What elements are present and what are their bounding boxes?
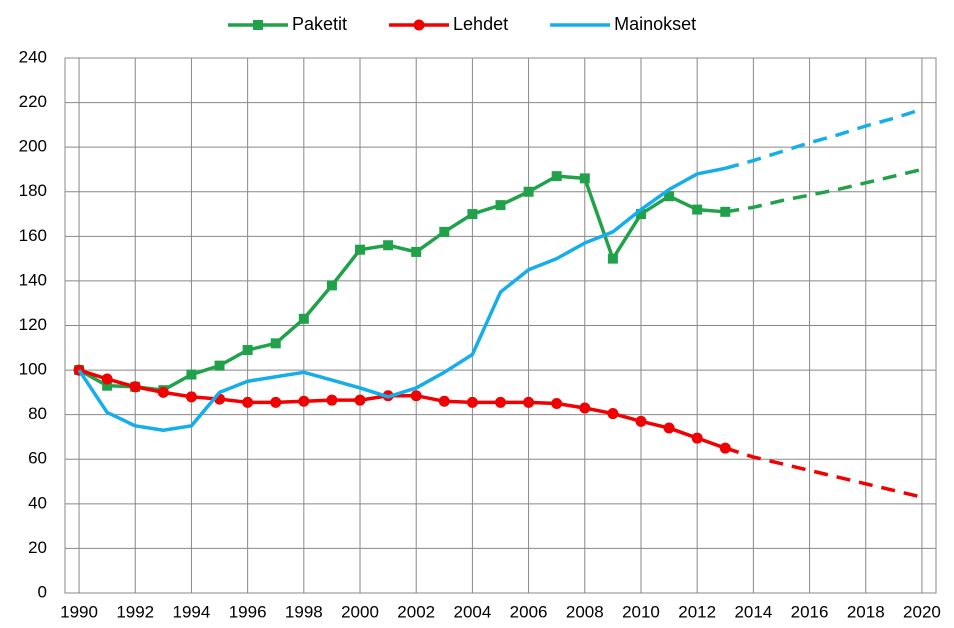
marker <box>185 391 197 403</box>
marker <box>719 442 731 454</box>
marker <box>467 209 478 220</box>
marker <box>242 396 254 408</box>
x-tick-label: 1996 <box>229 602 267 621</box>
marker <box>495 396 506 408</box>
x-tick-label: 2014 <box>734 602 772 621</box>
x-tick-label: 2020 <box>903 602 941 621</box>
marker <box>383 240 394 251</box>
legend-marker <box>253 20 263 30</box>
marker <box>551 171 562 182</box>
marker <box>551 398 563 410</box>
x-tick-label: 2004 <box>453 602 491 621</box>
y-tick-label: 120 <box>19 315 47 334</box>
x-tick-label: 2016 <box>791 602 829 621</box>
legend-label: Mainokset <box>614 14 696 34</box>
y-tick-label: 0 <box>38 582 47 601</box>
x-tick-label: 2018 <box>847 602 885 621</box>
y-tick-label: 140 <box>19 270 47 289</box>
marker <box>579 173 590 184</box>
x-tick-label: 2012 <box>678 602 716 621</box>
marker <box>157 386 169 398</box>
marker <box>326 394 338 406</box>
marker <box>270 338 281 349</box>
projection-line <box>724 107 923 171</box>
x-tick-label: 1998 <box>285 602 323 621</box>
marker <box>523 396 535 408</box>
marker <box>579 402 591 414</box>
legend-marker <box>413 19 425 31</box>
marker <box>242 345 253 356</box>
y-tick-label: 200 <box>19 137 47 156</box>
marker <box>466 396 478 408</box>
x-tick-label: 2000 <box>341 602 379 621</box>
marker <box>410 390 422 402</box>
series-line <box>78 174 726 392</box>
marker <box>298 395 310 407</box>
x-tick-label: 1990 <box>60 602 98 621</box>
legend: Paketit Lehdet Mainokset <box>228 14 696 34</box>
marker <box>354 394 366 406</box>
y-tick-label: 20 <box>28 538 47 557</box>
legend-label: Paketit <box>292 14 347 34</box>
marker <box>129 381 141 393</box>
marker <box>607 253 618 264</box>
marker <box>298 313 309 324</box>
y-tick-label: 220 <box>19 92 47 111</box>
y-tick-label: 40 <box>28 493 47 512</box>
projection-line <box>724 446 923 499</box>
marker <box>102 380 113 391</box>
y-tick-label: 180 <box>19 181 47 200</box>
marker <box>663 422 675 434</box>
marker <box>438 395 450 407</box>
x-tick-label: 2008 <box>566 602 604 621</box>
legend-label: Lehdet <box>453 14 508 34</box>
y-tick-label: 160 <box>19 226 47 245</box>
marker <box>439 226 450 237</box>
x-tick-label: 2006 <box>510 602 548 621</box>
marker <box>720 206 731 217</box>
marker <box>214 360 225 371</box>
marker <box>635 209 646 220</box>
marker <box>523 186 534 197</box>
x-tick-label: 2002 <box>397 602 435 621</box>
marker <box>101 373 113 385</box>
marker <box>495 200 506 211</box>
y-tick-label: 60 <box>28 449 47 468</box>
marker <box>326 280 337 291</box>
x-tick-label: 1994 <box>173 602 211 621</box>
marker <box>691 432 703 444</box>
series-line <box>77 166 726 433</box>
marker <box>692 204 703 215</box>
marker <box>635 415 647 427</box>
marker <box>186 369 197 380</box>
marker <box>270 396 282 408</box>
marker <box>664 191 675 202</box>
y-tick-label: 240 <box>19 47 47 66</box>
y-tick-label: 80 <box>28 404 47 423</box>
x-tick-label: 1992 <box>116 602 154 621</box>
marker <box>355 244 366 255</box>
marker <box>411 246 422 257</box>
plot-frame <box>64 57 937 594</box>
projection-line <box>724 167 923 214</box>
y-tick-label: 100 <box>19 360 47 379</box>
marker <box>607 408 619 420</box>
x-tick-label: 2010 <box>622 602 660 621</box>
